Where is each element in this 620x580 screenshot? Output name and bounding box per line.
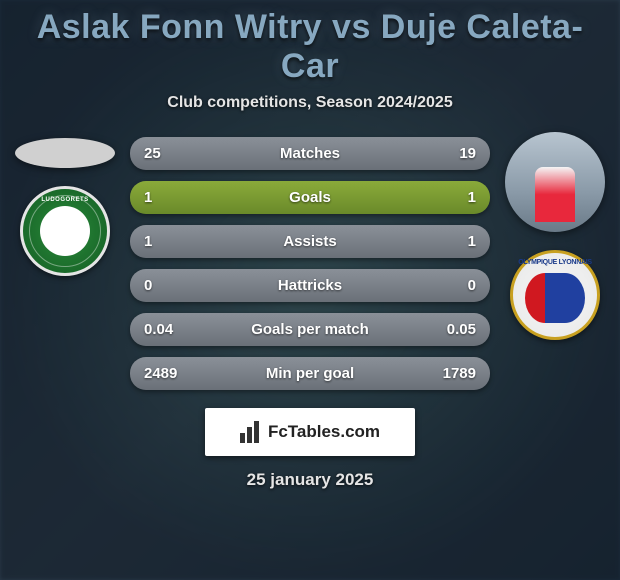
stat-right-value: 1 [436, 233, 476, 250]
stat-left-value: 1 [144, 233, 184, 250]
stat-right-value: 1789 [436, 365, 476, 382]
stat-label: Goals [289, 189, 331, 206]
comparison-row: LUDOGORETS 25 Matches 19 1 Goals 1 1 Assists 1 0 H… [10, 132, 610, 390]
stat-bar-assists: 1 Assists 1 [130, 225, 490, 258]
stat-right-value: 19 [436, 145, 476, 162]
stat-bar-goals-per-match: 0.04 Goals per match 0.05 [130, 313, 490, 346]
stat-left-value: 0 [144, 277, 184, 294]
player1-club-badge: LUDOGORETS [20, 186, 110, 276]
stat-left-value: 25 [144, 145, 184, 162]
stat-left-value: 1 [144, 189, 184, 206]
subtitle: Club competitions, Season 2024/2025 [10, 94, 610, 112]
date-label: 25 january 2025 [10, 470, 610, 490]
player2-column: OLYMPIQUE LYONNAIS [500, 132, 610, 340]
stat-bar-goals: 1 Goals 1 [130, 181, 490, 214]
content-wrapper: Aslak Fonn Witry vs Duje Caleta-Car Club… [0, 0, 620, 490]
stat-bar-hattricks: 0 Hattricks 0 [130, 269, 490, 302]
page-title: Aslak Fonn Witry vs Duje Caleta-Car [10, 8, 610, 86]
stat-label: Min per goal [266, 365, 354, 382]
player2-club-badge: OLYMPIQUE LYONNAIS [510, 250, 600, 340]
stats-column: 25 Matches 19 1 Goals 1 1 Assists 1 0 Hattricks 0 0.… [130, 132, 490, 390]
stat-left-value: 2489 [144, 365, 184, 382]
brand-badge[interactable]: FcTables.com [205, 408, 415, 456]
club1-label: LUDOGORETS [41, 197, 88, 203]
stat-label: Matches [280, 145, 340, 162]
player1-column: LUDOGORETS [10, 132, 120, 276]
brand-text: FcTables.com [268, 422, 380, 442]
bar-chart-icon [240, 421, 262, 443]
stat-bar-matches: 25 Matches 19 [130, 137, 490, 170]
stat-right-value: 1 [436, 189, 476, 206]
stat-bar-min-per-goal: 2489 Min per goal 1789 [130, 357, 490, 390]
stat-label: Assists [283, 233, 336, 250]
stat-label: Hattricks [278, 277, 342, 294]
stat-right-value: 0 [436, 277, 476, 294]
stat-left-value: 0.04 [144, 321, 184, 338]
club2-label: OLYMPIQUE LYONNAIS [518, 259, 591, 266]
player1-photo [15, 138, 115, 168]
stat-label: Goals per match [251, 321, 369, 338]
player2-photo [505, 132, 605, 232]
stat-right-value: 0.05 [436, 321, 476, 338]
